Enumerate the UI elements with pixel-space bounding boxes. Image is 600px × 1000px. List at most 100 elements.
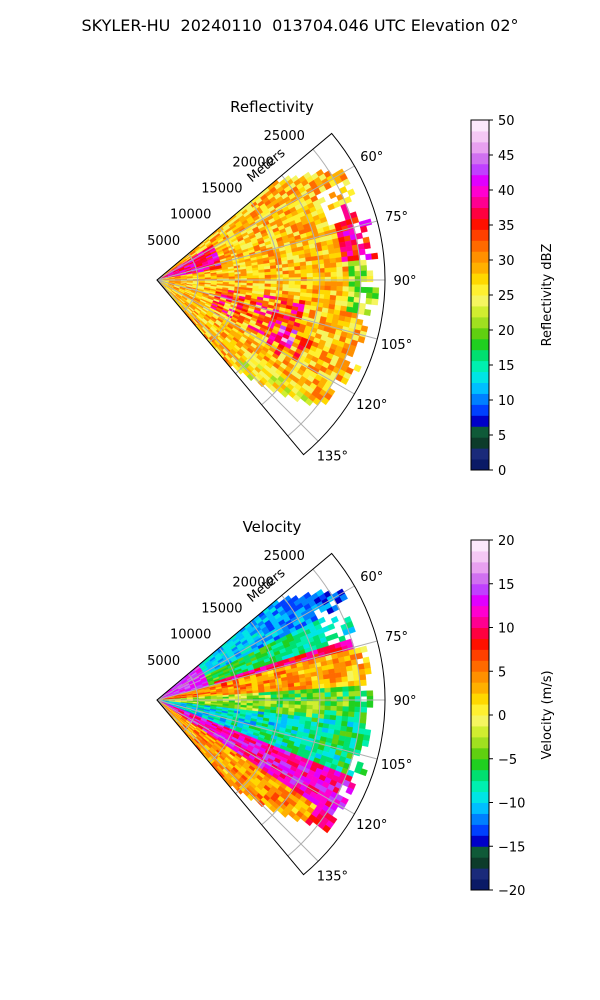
data-cell bbox=[348, 691, 356, 697]
data-cell bbox=[270, 691, 278, 696]
colorbar-swatch bbox=[471, 846, 489, 858]
colorbar-swatch bbox=[471, 769, 489, 782]
data-cell bbox=[252, 280, 260, 284]
data-cell bbox=[312, 705, 320, 711]
data-cell bbox=[366, 270, 374, 277]
data-cell bbox=[323, 263, 331, 269]
data-cell bbox=[347, 260, 355, 267]
colorbar-tick-label: −20 bbox=[498, 884, 525, 899]
data-cell bbox=[288, 284, 296, 289]
data-cell bbox=[328, 673, 336, 680]
azimuth-tick-label: 105° bbox=[381, 758, 412, 773]
colorbar-swatch bbox=[471, 561, 489, 574]
data-cell bbox=[341, 261, 349, 268]
data-cell bbox=[294, 277, 302, 282]
data-cell bbox=[311, 680, 319, 686]
data-cell bbox=[360, 270, 368, 277]
data-cell bbox=[282, 697, 290, 702]
colorbar-tick-label: 5 bbox=[498, 429, 506, 444]
data-cell bbox=[330, 271, 338, 278]
data-cell bbox=[363, 308, 372, 316]
data-cell bbox=[300, 697, 308, 702]
data-cell bbox=[258, 280, 266, 285]
data-cell bbox=[348, 276, 356, 282]
range-tick-label: 10000 bbox=[170, 628, 211, 643]
azimuth-tick-label: 105° bbox=[381, 338, 412, 353]
data-cell bbox=[300, 284, 308, 290]
data-cell bbox=[371, 298, 379, 306]
data-cell bbox=[358, 722, 366, 730]
data-cell bbox=[306, 708, 313, 714]
data-cell bbox=[335, 261, 343, 268]
colorbar-swatch bbox=[471, 868, 489, 880]
data-cell bbox=[324, 692, 332, 698]
data-cell bbox=[252, 700, 260, 704]
data-cell bbox=[282, 700, 290, 705]
data-cell bbox=[270, 694, 278, 699]
data-cell bbox=[258, 272, 266, 276]
data-cell bbox=[336, 710, 343, 717]
colorbar-tick-label: 20 bbox=[498, 534, 515, 549]
colorbar-swatch bbox=[471, 120, 489, 132]
data-cell bbox=[348, 291, 355, 298]
data-cell bbox=[323, 683, 331, 689]
data-cell bbox=[300, 704, 308, 710]
colorbar-swatch bbox=[471, 747, 489, 760]
data-cell bbox=[306, 284, 314, 290]
figure-title: SKYLER-HU 20240110 013704.046 UTC Elevat… bbox=[81, 16, 519, 35]
data-cell bbox=[276, 700, 284, 705]
colorbar-swatch bbox=[471, 835, 489, 847]
colorbar-tick-label: −10 bbox=[498, 797, 525, 812]
data-cell bbox=[240, 695, 248, 699]
colorbar-swatch bbox=[471, 327, 489, 340]
data-cell bbox=[300, 265, 307, 271]
data-cell bbox=[365, 292, 373, 300]
data-cell bbox=[282, 687, 289, 692]
colorbar-swatch bbox=[471, 594, 489, 607]
data-cell bbox=[300, 708, 307, 714]
data-cell bbox=[294, 704, 302, 710]
data-cell bbox=[276, 270, 284, 276]
data-cell bbox=[300, 273, 308, 278]
data-cell bbox=[336, 276, 344, 282]
data-cell bbox=[347, 296, 355, 303]
colorbar-swatch bbox=[471, 349, 489, 362]
colorbar-swatch bbox=[471, 802, 489, 814]
data-cell bbox=[306, 692, 314, 698]
colorbar-swatch bbox=[471, 879, 489, 891]
data-cell bbox=[336, 691, 344, 698]
data-cell bbox=[348, 706, 356, 713]
data-cell bbox=[324, 281, 332, 287]
data-cell bbox=[282, 267, 289, 272]
data-cell bbox=[358, 302, 366, 310]
data-cell bbox=[340, 251, 348, 258]
data-cell bbox=[329, 677, 337, 684]
data-cell bbox=[294, 693, 302, 698]
colorbar-swatch bbox=[471, 316, 489, 329]
data-cell bbox=[300, 689, 308, 694]
data-cell bbox=[252, 692, 260, 697]
data-cell bbox=[300, 685, 307, 691]
data-cell bbox=[341, 676, 349, 683]
colorbar-swatch bbox=[471, 715, 489, 727]
data-cell bbox=[324, 267, 332, 273]
data-cell bbox=[294, 273, 302, 278]
data-cell bbox=[366, 701, 374, 708]
colorbar-swatch bbox=[471, 163, 489, 176]
azimuth-tick-label: 90° bbox=[393, 274, 416, 289]
data-cell bbox=[330, 696, 338, 702]
colorbar-tick-label: 35 bbox=[498, 219, 515, 234]
data-cell bbox=[264, 700, 272, 705]
colorbar-tick-label: 20 bbox=[498, 324, 515, 339]
data-cell bbox=[282, 704, 290, 709]
data-cell bbox=[336, 271, 344, 278]
range-tick-label: 15000 bbox=[201, 181, 242, 196]
colorbar-swatch bbox=[471, 540, 489, 552]
data-cell bbox=[342, 696, 350, 702]
data-cell bbox=[324, 701, 332, 707]
data-cell bbox=[341, 295, 349, 302]
data-cell bbox=[294, 697, 302, 702]
data-cell bbox=[330, 705, 338, 712]
data-cell bbox=[306, 268, 314, 274]
data-cell bbox=[294, 265, 301, 271]
